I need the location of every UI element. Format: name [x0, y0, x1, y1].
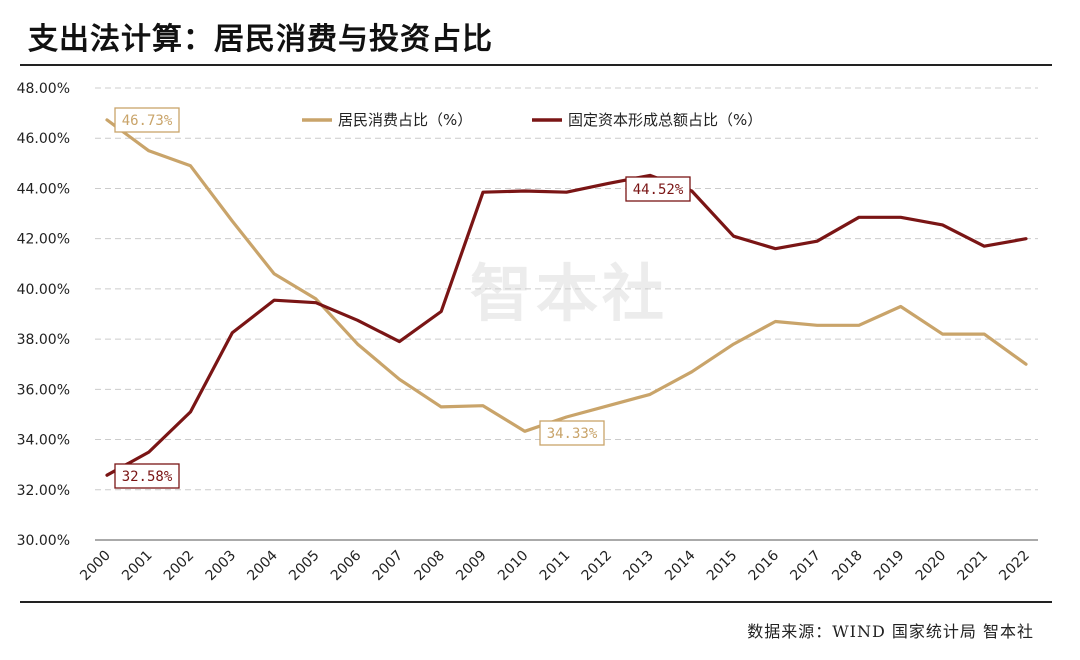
top-divider [20, 64, 1052, 66]
x-tick-label: 2022 [996, 548, 1033, 585]
y-tick-label: 46.00% [17, 131, 70, 147]
legend: 居民消费占比（%） 固定资本形成总额占比（%） [302, 111, 762, 129]
x-tick-label: 2006 [328, 547, 365, 584]
callout-box [539, 420, 605, 446]
callout-label: 46.73% [122, 113, 173, 129]
legend-label-0: 居民消费占比（%） [338, 111, 472, 129]
y-tick-label: 34.00% [17, 433, 70, 449]
x-tick-label: 2007 [370, 548, 407, 585]
series-line-0 [105, 118, 1028, 433]
y-tick-label: 42.00% [17, 232, 70, 248]
y-tick-label: 30.00% [17, 533, 70, 549]
y-tick-label: 32.00% [17, 483, 70, 499]
annotations: 46.73% 34.33% 32.58% 44.52% [114, 107, 691, 489]
y-tick-label: 44.00% [17, 181, 70, 197]
grid-layer [95, 87, 1038, 491]
x-tick-label: 2005 [286, 548, 323, 585]
x-tick-label: 2019 [871, 548, 908, 585]
x-axis: 2000 2001 2002 2003 2004 2005 2006 2007 2008 2009… [77, 539, 1038, 585]
y-axis: 30.00% 32.00% 34.00% 36.00% 38.00% 40.00% 42.0… [17, 81, 70, 549]
x-tick-label: 2018 [829, 548, 866, 585]
x-tick-label: 2013 [620, 548, 657, 585]
callout-box [625, 176, 691, 202]
x-tick-label: 2002 [161, 548, 198, 585]
y-tick-label: 38.00% [17, 332, 70, 348]
callout-label: 34.33% [547, 426, 598, 442]
series-line-1 [105, 173, 1028, 477]
x-tick-label: 2011 [537, 548, 574, 585]
series-layer [105, 118, 1028, 477]
x-tick-label: 2008 [411, 548, 448, 585]
x-tick-label: 2016 [746, 547, 783, 584]
x-tick-label: 2004 [244, 547, 281, 584]
source-note: 数据来源：WIND 国家统计局 智本社 [747, 622, 1034, 641]
x-tick-label: 2003 [203, 548, 240, 585]
x-tick-label: 2015 [704, 548, 741, 585]
x-tick-label: 2012 [579, 548, 616, 585]
x-tick-label: 2000 [77, 548, 114, 585]
watermark: 智本社 [470, 257, 669, 330]
legend-label-1: 固定资本形成总额占比（%） [568, 111, 762, 129]
callout-label: 44.52% [633, 182, 684, 198]
x-tick-label: 2010 [495, 548, 532, 585]
callout-box [114, 107, 180, 133]
x-tick-label: 2017 [787, 548, 824, 585]
x-tick-label: 2021 [955, 548, 992, 585]
y-tick-label: 40.00% [17, 282, 70, 298]
y-tick-label: 48.00% [17, 81, 70, 97]
x-tick-label: 2009 [453, 548, 490, 585]
x-tick-label: 2014 [662, 547, 699, 584]
x-tick-label: 2020 [913, 548, 950, 585]
x-tick-label: 2001 [119, 548, 156, 585]
chart-title: 支出法计算：居民消费与投资占比 [28, 22, 493, 57]
callout-label: 32.58% [122, 469, 173, 485]
y-tick-label: 36.00% [17, 382, 70, 398]
bottom-divider [20, 601, 1052, 603]
callout-box [114, 463, 180, 489]
line-chart: 30.00% 32.00% 34.00% 36.00% 38.00% 40.00% 42.0… [17, 81, 1038, 585]
